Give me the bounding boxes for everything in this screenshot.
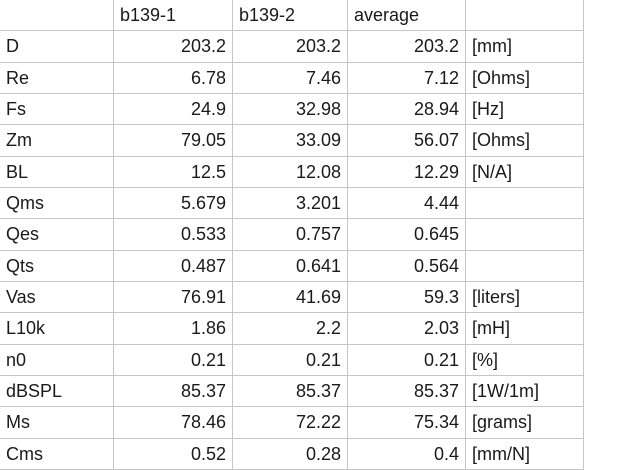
value-cell: 5.679 [113,187,232,220]
unit-cell: [1W/1m] [465,375,583,408]
value-cell: 59.3 [347,281,465,314]
unit-cell: [Hz] [465,93,583,126]
value-cell: 2.2 [232,313,347,345]
value-cell: 12.08 [232,156,347,188]
value-cell: 41.69 [232,281,347,314]
unit-cell: [%] [465,344,583,376]
value-cell: 2.03 [347,313,465,345]
value-cell: 0.52 [113,438,232,470]
row-label: Re [0,63,113,94]
row-label: L10k [0,313,113,345]
value-cell: 0.4 [347,438,465,470]
row-label: Qes [0,219,113,251]
value-cell: 0.21 [113,344,232,376]
value-cell: 0.564 [347,250,465,282]
row-label: Zm [0,125,113,157]
value-cell: 3.201 [232,187,347,220]
value-cell: 7.12 [347,62,465,94]
column-header: average [347,0,465,32]
unit-cell: [Ohms] [465,125,583,157]
unit-cell: [grams] [465,407,583,439]
value-cell: 203.2 [347,31,465,63]
value-cell: 0.757 [232,219,347,251]
row-label: n0 [0,345,113,376]
value-cell: 85.37 [347,375,465,408]
unit-cell: [mm] [465,31,583,63]
value-cell: 78.46 [113,407,232,439]
unit-cell [465,187,583,220]
row-label: Qms [0,188,113,220]
header-cell [465,0,583,32]
spreadsheet: b139-1 b139-2 average D 203.2 203.2 203.2 [mm] R… [0,0,584,470]
row-label: D [0,31,113,63]
value-cell: 12.5 [113,156,232,188]
value-cell: 0.487 [113,250,232,282]
header-cell [0,0,113,32]
value-cell: 24.9 [113,93,232,126]
value-cell: 203.2 [232,31,347,63]
value-cell: 0.21 [347,344,465,376]
unit-cell: [liters] [465,281,583,314]
unit-cell [465,219,583,251]
value-cell: 32.98 [232,93,347,126]
value-cell: 75.34 [347,407,465,439]
value-cell: 79.05 [113,125,232,157]
value-cell: 1.86 [113,313,232,345]
value-cell: 0.641 [232,250,347,282]
row-label: Cms [0,439,113,470]
value-cell: 7.46 [232,62,347,94]
value-cell: 203.2 [113,31,232,63]
row-label: dBSPL [0,376,113,408]
value-cell: 72.22 [232,407,347,439]
value-cell: 0.21 [232,344,347,376]
value-cell: 0.533 [113,219,232,251]
value-cell: 28.94 [347,93,465,126]
value-cell: 85.37 [113,375,232,408]
row-label: Fs [0,94,113,126]
unit-cell: [Ohms] [465,62,583,94]
value-cell: 4.44 [347,187,465,220]
row-label: Vas [0,282,113,314]
value-cell: 0.645 [347,219,465,251]
value-cell: 12.29 [347,156,465,188]
column-header: b139-2 [232,0,347,32]
row-label: BL [0,157,113,188]
value-cell: 85.37 [232,375,347,408]
unit-cell: [mH] [465,313,583,345]
value-cell: 0.28 [232,438,347,470]
column-header: b139-1 [113,0,232,32]
value-cell: 56.07 [347,125,465,157]
unit-cell [465,250,583,282]
row-label: Ms [0,407,113,439]
unit-cell: [mm/N] [465,438,583,470]
value-cell: 76.91 [113,281,232,314]
value-cell: 33.09 [232,125,347,157]
value-cell: 6.78 [113,62,232,94]
unit-cell: [N/A] [465,156,583,188]
row-label: Qts [0,251,113,282]
